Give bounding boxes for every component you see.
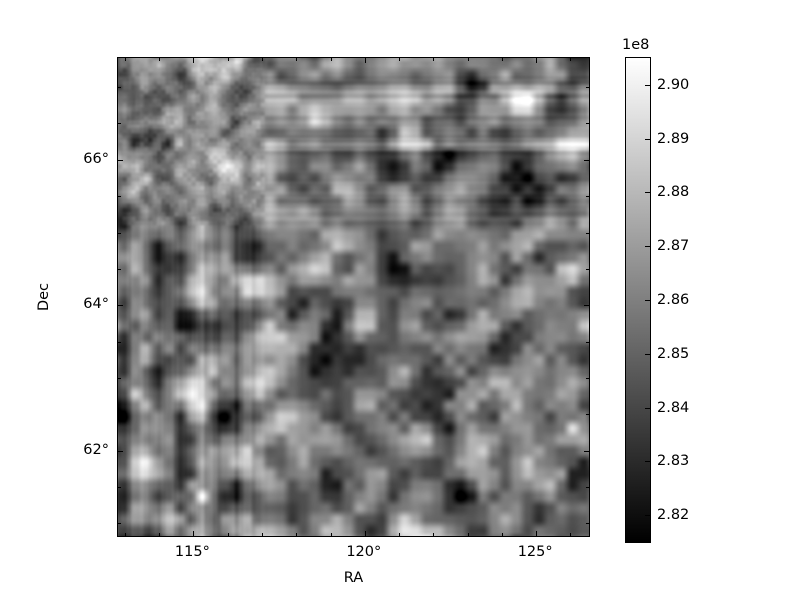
colorbar-tick-label: 2.82 (657, 507, 690, 524)
x-tick-label: 120° (346, 544, 382, 560)
colorbar-tick-mark (645, 515, 650, 517)
x-tick-label: 115° (174, 544, 210, 560)
y-tick-label: 66° (83, 150, 109, 167)
colorbar-tick-mark (645, 407, 650, 409)
colorbar-tick-label: 2.90 (657, 76, 690, 93)
x-tick-label: 125° (517, 544, 553, 560)
colorbar-tick-label: 2.83 (657, 453, 690, 470)
colorbar-tick-label: 2.86 (657, 292, 690, 308)
x-axis-label: RA (343, 570, 364, 586)
colorbar-tick-label: 2.87 (657, 238, 690, 255)
colorbar-tick-label: 2.85 (657, 345, 690, 362)
y-axis-label: Dec (36, 282, 52, 312)
colorbar-tick-mark (645, 84, 650, 86)
colorbar-tick-mark (645, 353, 650, 355)
colorbar-tick-mark (645, 138, 650, 140)
colorbar-tick-mark (645, 300, 650, 301)
colorbar-tick-label: 2.84 (657, 399, 690, 416)
colorbar (625, 57, 651, 543)
colorbar-tick-mark (645, 246, 650, 248)
colorbar-tick-mark (645, 192, 650, 194)
y-tick-label: 62° (83, 441, 109, 458)
colorbar-tick-mark (645, 461, 650, 463)
colorbar-tick-label: 2.88 (657, 184, 690, 201)
colorbar-offset-text: 1e8 (622, 37, 650, 53)
colorbar-tick-label: 2.89 (657, 130, 690, 147)
sky-map-axes (117, 57, 590, 537)
colorbar-ticks (626, 58, 650, 542)
y-tick-label: 64° (83, 296, 109, 313)
sky-map-image (118, 58, 589, 536)
